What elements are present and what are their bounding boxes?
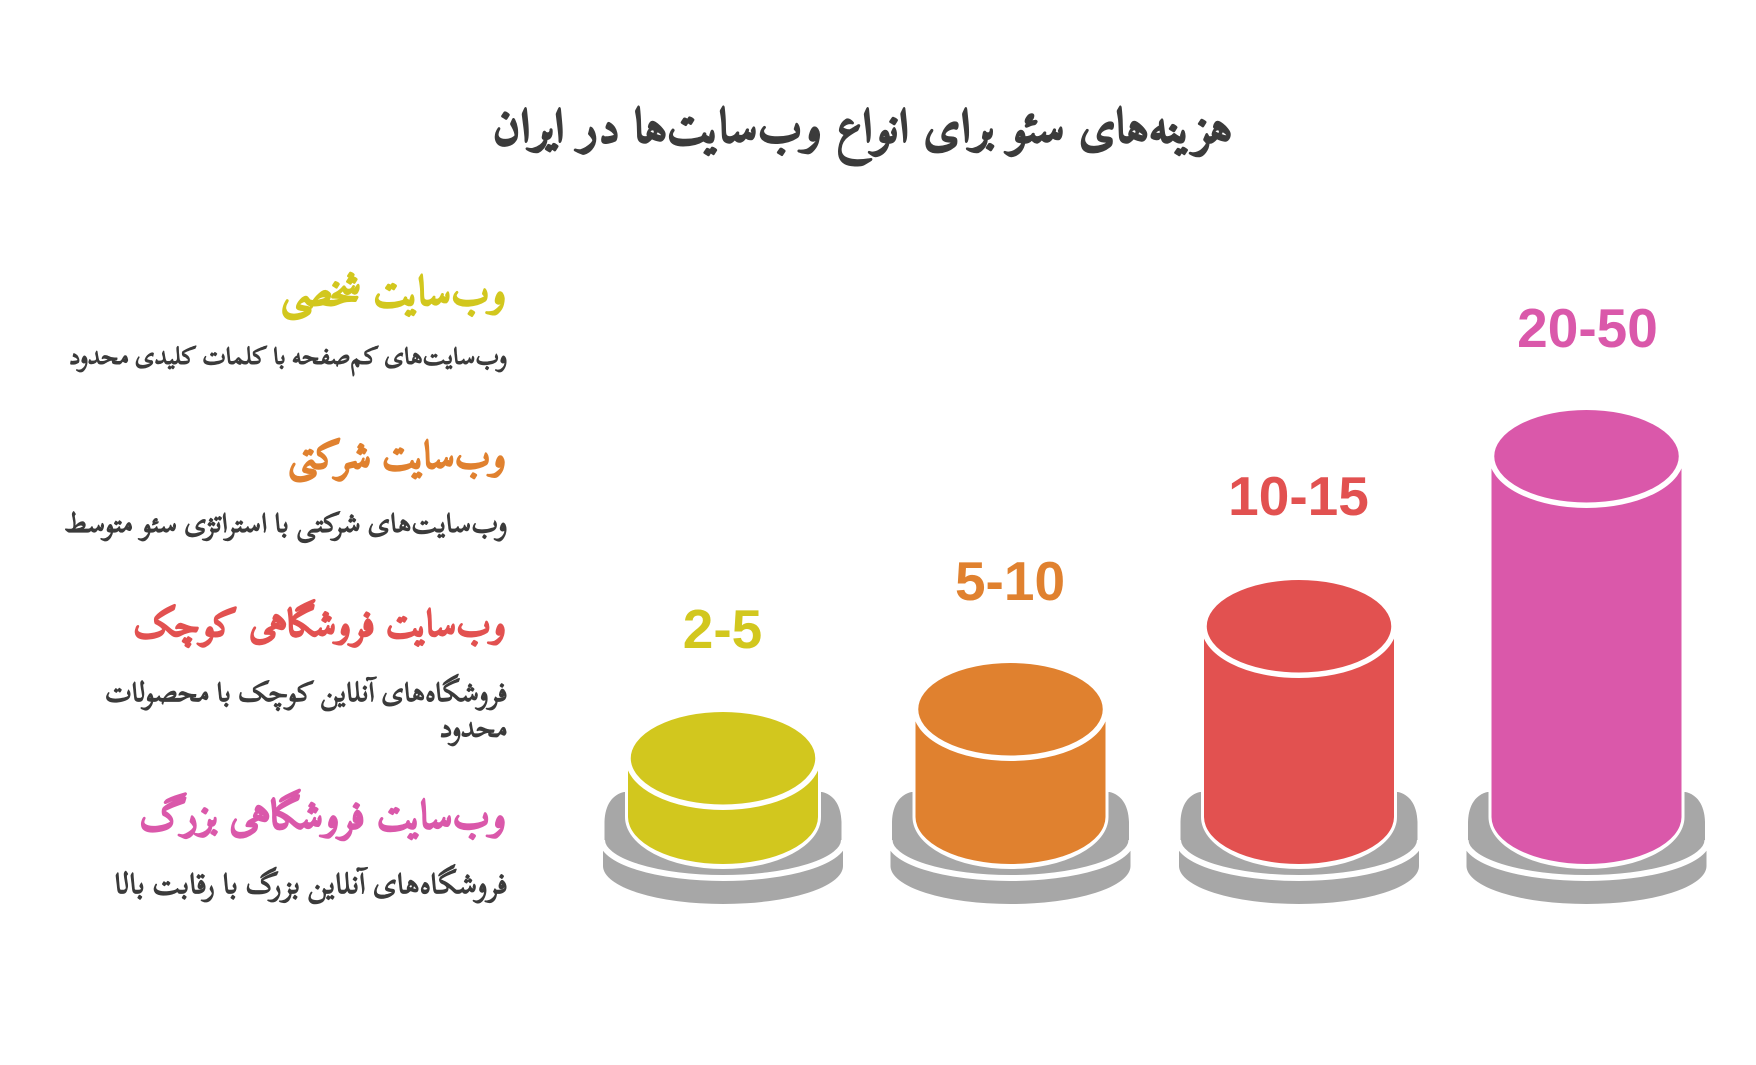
svg-text:10-15: 10-15 [1228,465,1369,527]
svg-text:2-5: 2-5 [683,598,763,660]
svg-text:5-10: 5-10 [955,550,1065,612]
svg-text:20-50: 20-50 [1517,297,1658,359]
